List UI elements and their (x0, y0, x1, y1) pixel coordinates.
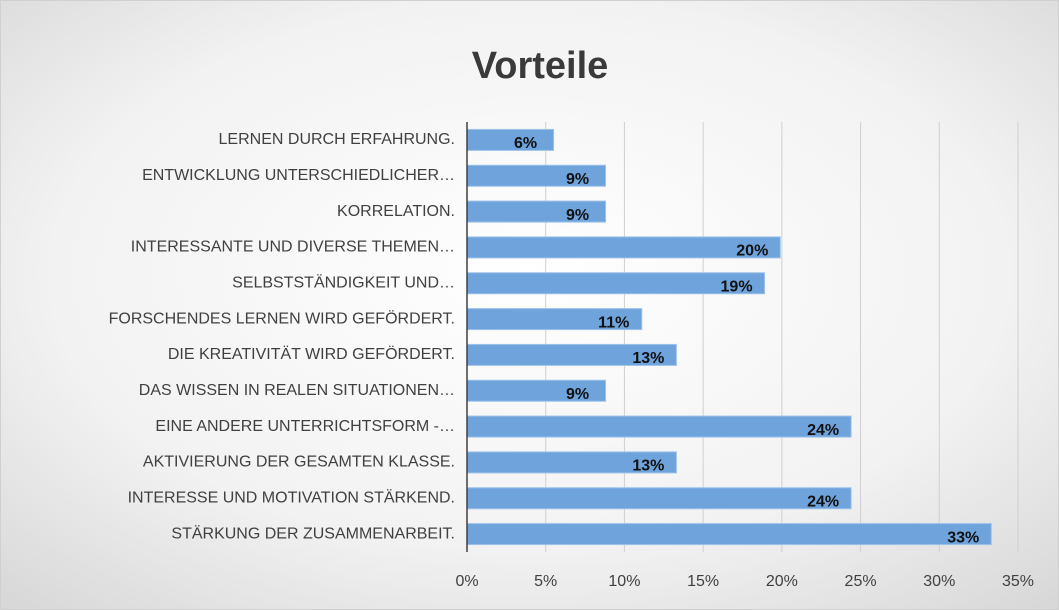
data-label: 11% (598, 314, 629, 331)
data-label: 33% (947, 529, 979, 546)
x-tick-label: 35% (1002, 573, 1034, 590)
bar (466, 523, 992, 546)
data-label: 9% (566, 386, 589, 403)
y-tick-label: INTERESSE UND MOTIVATION STÄRKEND. (128, 488, 455, 506)
y-tick-label: EINE ANDERE UNTERRICHTSFORM -… (155, 418, 455, 435)
bar (466, 487, 852, 510)
data-label: 9% (566, 171, 589, 188)
chart-title: Vorteile (472, 45, 609, 87)
x-tick-label: 5% (534, 573, 557, 590)
y-tick-label: STÄRKUNG DER ZUSAMMENARBEIT. (171, 524, 455, 542)
y-tick-label: ENTWICKLUNG UNTERSCHIEDLICHER… (142, 167, 455, 184)
bar (466, 415, 852, 438)
data-label: 6% (514, 135, 537, 152)
y-tick-label: LERNEN DURCH ERFAHRUNG. (219, 131, 455, 148)
bar (466, 236, 781, 259)
x-tick-label: 25% (845, 573, 877, 590)
y-tick-label: INTERESSANTE UND DIVERSE THEMEN… (131, 239, 455, 256)
y-tick-label: DIE KREATIVITÄT WIRD GEFÖRDERT. (168, 345, 455, 363)
bar (466, 128, 555, 151)
data-label: 24% (807, 493, 839, 510)
x-tick-label: 10% (608, 573, 640, 590)
data-label: 13% (632, 350, 664, 367)
y-tick-label: AKTIVIERUNG DER GESAMTEN KLASSE. (143, 454, 455, 471)
x-tick-label: 20% (766, 573, 798, 590)
data-label: 13% (632, 458, 664, 475)
y-tick-label: FORSCHENDES LERNEN WIRD GEFÖRDERT. (109, 309, 455, 327)
data-label: 20% (736, 243, 768, 260)
x-tick-label: 30% (923, 573, 955, 590)
y-tick-label: KORRELATION. (337, 203, 455, 220)
data-label: 9% (566, 207, 589, 224)
y-tick-label: DAS WISSEN IN REALEN SITUATIONEN… (139, 382, 455, 399)
y-tick-label: SELBSTSTÄNDIGKEIT UND… (232, 273, 455, 291)
x-tick-label: 15% (687, 573, 719, 590)
data-label: 19% (721, 278, 753, 295)
x-tick-label: 0% (455, 573, 478, 590)
data-label: 24% (807, 422, 839, 439)
